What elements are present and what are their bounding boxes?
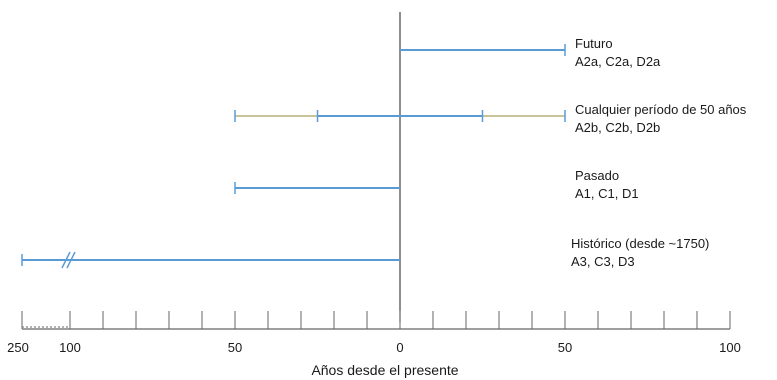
- tick-label: 0: [396, 340, 403, 355]
- category-label: Pasado: [575, 168, 619, 183]
- category-label: Cualquier período de 50 años: [575, 102, 747, 117]
- tick-label: 100: [719, 340, 741, 355]
- category-label: Futuro: [575, 36, 613, 51]
- category-codes: A1, C1, D1: [575, 186, 639, 201]
- tick-label: 50: [228, 340, 242, 355]
- category-codes: A3, C3, D3: [571, 254, 635, 269]
- axis-break-mark: [61, 251, 71, 269]
- axis-break-mark: [66, 251, 76, 269]
- category-codes: A2a, C2a, D2a: [575, 54, 661, 69]
- axis-title: Años desde el presente: [311, 362, 458, 378]
- category-label: Histórico (desde ~1750): [571, 236, 709, 251]
- category-codes: A2b, C2b, D2b: [575, 120, 660, 135]
- tick-label: 100: [59, 340, 81, 355]
- tick-label: 50: [558, 340, 572, 355]
- tick-label: 250: [7, 340, 29, 355]
